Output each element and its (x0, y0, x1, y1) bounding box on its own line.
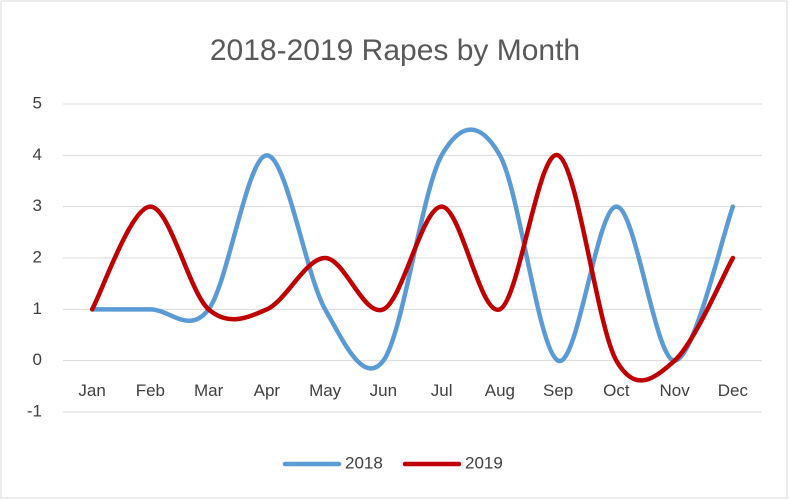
x-tick-label: Dec (718, 381, 749, 400)
x-tick-label: Nov (660, 381, 691, 400)
y-tick-label: -1 (27, 401, 42, 420)
x-tick-label: Oct (603, 381, 630, 400)
line-series (89, 127, 736, 371)
chart-title: 2018-2019 Rapes by Month (210, 34, 580, 67)
y-tick-label: 2 (33, 247, 42, 266)
y-tick-label: 0 (33, 350, 42, 369)
y-tick-label: 4 (33, 145, 42, 164)
x-tick-label: Apr (254, 381, 281, 400)
x-tick-label: Jan (78, 381, 105, 400)
line-series (89, 153, 736, 383)
x-tick-label: Mar (194, 381, 224, 400)
legend-label: 2018 (345, 453, 383, 472)
x-tick-label: Sep (543, 381, 573, 400)
y-tick-label: 1 (33, 299, 42, 318)
x-tick-label: Jun (370, 381, 397, 400)
x-tick-label: Feb (136, 381, 165, 400)
x-tick-label: Jul (431, 381, 453, 400)
x-tick-label: Aug (485, 381, 515, 400)
x-tick-label: May (309, 381, 342, 400)
y-tick-label: 3 (33, 196, 42, 215)
y-tick-label: 5 (33, 93, 42, 112)
legend-label: 2019 (465, 453, 503, 472)
